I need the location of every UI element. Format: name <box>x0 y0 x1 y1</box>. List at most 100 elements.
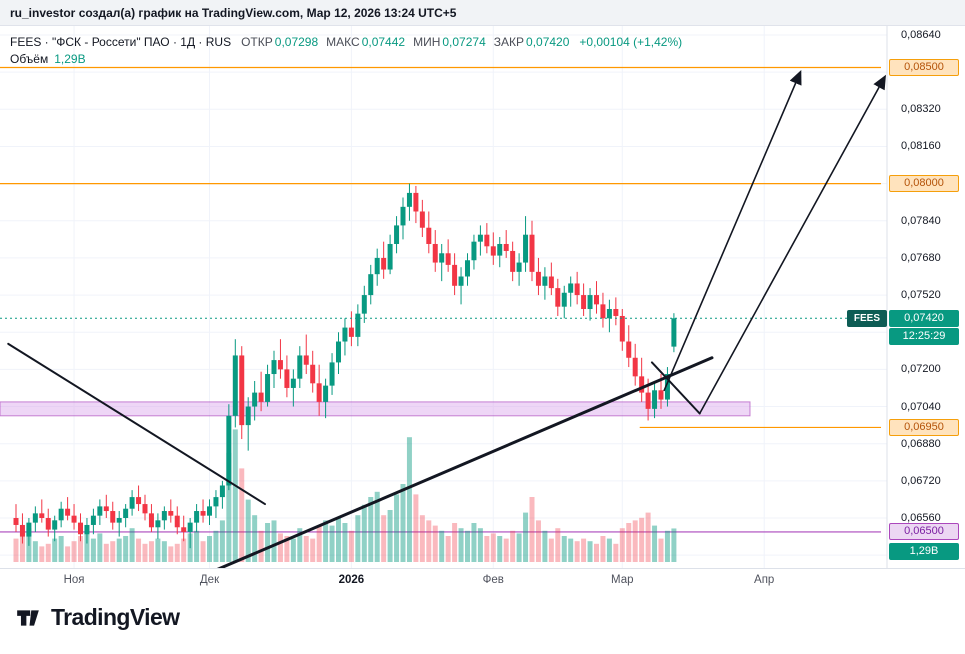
pullback-segment[interactable] <box>650 361 701 415</box>
price-level-badge: 0,06950 <box>889 418 959 436</box>
candle-body <box>65 508 71 516</box>
candle-body <box>555 288 561 307</box>
volume-bar <box>161 541 167 562</box>
volume-bar <box>329 525 335 562</box>
candle-body <box>97 506 103 516</box>
price-axis-label: 0,06880 <box>901 437 941 450</box>
volume-bar <box>265 523 271 562</box>
candle-body <box>329 362 335 386</box>
candle-body <box>181 527 187 532</box>
volume-bar <box>426 520 432 562</box>
volume-bar <box>207 536 212 562</box>
candle-body <box>45 517 51 530</box>
volume-bar <box>155 538 161 562</box>
volume-bar <box>19 533 25 562</box>
volume-bar <box>400 484 406 562</box>
projection-arrow-2[interactable] <box>698 74 886 415</box>
candle-body <box>477 234 483 242</box>
candle-body <box>290 378 296 388</box>
volume-bar <box>523 512 529 562</box>
volume-bar <box>219 520 225 562</box>
volume-bar <box>374 491 380 562</box>
candle-body <box>542 276 548 286</box>
candle-body <box>600 304 606 319</box>
candle-body <box>277 360 283 370</box>
ohlc-value: 0,07298 <box>274 34 319 49</box>
time-axis-label[interactable]: 2026 <box>338 574 365 586</box>
volume-bar <box>497 536 503 562</box>
volume-bar <box>658 538 664 562</box>
volume-bar <box>368 497 374 562</box>
descending-trendline[interactable] <box>7 342 266 506</box>
candle-body <box>271 360 277 375</box>
volume-bar <box>58 536 64 562</box>
volume-bar <box>542 530 548 562</box>
candle-body <box>148 513 154 528</box>
volume-bar <box>342 523 348 562</box>
price-level-badge: 0,08500 <box>889 59 959 76</box>
candle-body <box>310 364 316 384</box>
price-axis-label: 0,07040 <box>901 400 941 413</box>
volume-bar <box>458 528 464 562</box>
candle-body <box>419 211 425 228</box>
price-axis-label: 0,08320 <box>901 103 941 116</box>
volume-bar <box>303 536 309 562</box>
time-axis-label[interactable]: Ноя <box>63 574 85 586</box>
attribution-text: ru_investor создал(а) график на TradingV… <box>10 5 457 20</box>
candle-body <box>219 485 225 498</box>
tradingview-logo[interactable]: TradingView <box>14 604 180 631</box>
volume-bar <box>84 530 90 562</box>
volume-label: Объём <box>10 51 49 66</box>
time-axis-label[interactable]: Мар <box>611 574 634 586</box>
candle-body <box>523 234 529 263</box>
footer: TradingView <box>0 592 965 654</box>
candle-body <box>155 520 161 528</box>
time-axis-label[interactable]: Апр <box>754 574 775 586</box>
ohlc-label: МИН <box>413 34 441 49</box>
volume-bar <box>213 530 219 562</box>
ascending-trendline[interactable] <box>213 356 714 568</box>
volume-bar <box>39 546 45 562</box>
price-chart-canvas[interactable] <box>0 26 965 568</box>
candle-body <box>90 515 96 525</box>
candle-body <box>284 369 290 388</box>
candle-body <box>52 520 58 530</box>
candle-body <box>303 355 309 365</box>
last-price-value: 0,07420 <box>889 309 959 327</box>
ohlc-value: 0,07420 <box>526 34 570 49</box>
volume-bar <box>432 525 438 562</box>
volume-bar <box>316 525 322 562</box>
candle-body <box>84 524 90 535</box>
candle-body <box>658 390 664 400</box>
candle-body <box>116 517 122 523</box>
time-axis-label[interactable]: Дек <box>199 574 220 586</box>
volume-bar <box>535 520 541 562</box>
projection-arrow-1[interactable] <box>663 69 802 392</box>
ohlc-value: 0,07274 <box>442 34 486 49</box>
volume-bar <box>226 452 232 562</box>
symbol-title[interactable]: FEES · "ФСК - Россети" ПАО · 1Д · RUS <box>10 34 232 49</box>
last-price-row: FEES 0,07420 <box>846 309 959 327</box>
candle-body <box>129 497 135 509</box>
volume-bar <box>355 515 361 562</box>
volume-bar <box>277 533 283 562</box>
candle-body <box>484 234 490 247</box>
candle-body <box>58 508 64 521</box>
volume-bar <box>181 538 187 562</box>
time-axis-label[interactable]: Фев <box>482 574 504 586</box>
candle-body <box>297 355 303 379</box>
candle-body <box>458 276 464 286</box>
volume-bar <box>290 538 296 562</box>
candle-body <box>465 260 470 277</box>
volume-bar <box>568 538 574 562</box>
volume-bar <box>471 523 477 562</box>
volume-bar <box>336 517 341 562</box>
candle-body <box>32 513 38 523</box>
volume-bar <box>174 543 180 562</box>
volume-bar <box>200 541 206 562</box>
volume-bar <box>123 536 129 562</box>
volume-bar <box>581 538 587 562</box>
candle-body <box>368 274 374 296</box>
candle-body <box>516 262 522 272</box>
support-band <box>0 401 751 417</box>
